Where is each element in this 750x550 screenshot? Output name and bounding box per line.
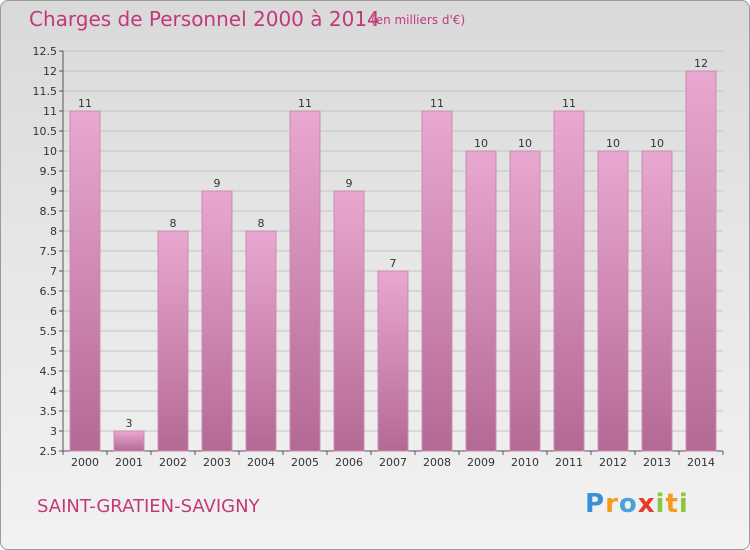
x-tick-label: 2002 <box>159 456 187 469</box>
x-tick-label: 2001 <box>115 456 143 469</box>
y-tick-label: 12.5 <box>33 45 58 58</box>
x-tick-label: 2013 <box>643 456 671 469</box>
value-label: 9 <box>346 177 353 190</box>
bar-2004 <box>245 230 277 452</box>
value-label: 11 <box>430 97 444 110</box>
value-label: 12 <box>694 57 708 70</box>
logo-letter: r <box>605 489 619 519</box>
commune-name: SAINT-GRATIEN-SAVIGNY <box>37 496 260 517</box>
y-tick-label: 5 <box>50 345 57 358</box>
logo-letter: x <box>637 489 656 519</box>
bar-2011 <box>553 110 585 452</box>
value-label: 11 <box>562 97 576 110</box>
value-labels: 11 3 8 9 8 11 9 7 11 10 10 11 10 10 12 <box>78 57 708 430</box>
y-tick-label: 7 <box>50 265 57 278</box>
x-tick-labels: 2000 2001 2002 2003 2004 2005 2006 2007 2008 2009… <box>62 451 724 469</box>
y-tick-label: 12 <box>43 65 57 78</box>
y-tick-labels: 2.5 3 3.5 4 4.5 5 5.5 6 6.5 7 7.5 8 8.5 9 9.5 10 10.5 11 1… <box>33 45 63 458</box>
y-tick-label: 2.5 <box>40 445 58 458</box>
bar-2002 <box>157 230 189 452</box>
y-tick-label: 6.5 <box>40 285 58 298</box>
logo-letter: o <box>618 489 638 519</box>
chart-title: Charges de Personnel 2000 à 2014 <box>29 7 380 31</box>
x-tick-label: 2008 <box>423 456 451 469</box>
x-tick-label: 2000 <box>71 456 99 469</box>
logo-letter: t <box>665 489 679 519</box>
value-label: 8 <box>170 217 177 230</box>
value-label: 11 <box>298 97 312 110</box>
value-label: 9 <box>214 177 221 190</box>
bar-2006 <box>333 190 365 452</box>
x-tick-label: 2005 <box>291 456 319 469</box>
x-tick-label: 2004 <box>247 456 275 469</box>
y-tick-label: 4.5 <box>40 365 58 378</box>
y-tick-label: 8 <box>50 225 57 238</box>
value-label: 10 <box>650 137 664 150</box>
bar-2014 <box>685 70 717 452</box>
x-tick-label: 2012 <box>599 456 627 469</box>
bars <box>69 70 717 452</box>
logo-letter: P <box>585 489 606 519</box>
y-tick-label: 7.5 <box>40 245 58 258</box>
x-tick-label: 2010 <box>511 456 539 469</box>
value-label: 10 <box>474 137 488 150</box>
y-tick-label: 9 <box>50 185 57 198</box>
y-tick-label: 3.5 <box>40 405 58 418</box>
chart-subtitle: (en milliers d'€) <box>371 13 466 27</box>
y-tick-label: 4 <box>50 385 57 398</box>
x-tick-label: 2014 <box>687 456 715 469</box>
value-label: 7 <box>390 257 397 270</box>
bar-2000 <box>69 110 101 452</box>
value-label: 11 <box>78 97 92 110</box>
bar-2012 <box>597 150 629 452</box>
logo-letter: i <box>678 489 689 519</box>
y-tick-label: 11.5 <box>33 85 58 98</box>
x-tick-label: 2003 <box>203 456 231 469</box>
y-tick-label: 6 <box>50 305 57 318</box>
bar-2007 <box>377 270 409 452</box>
bar-2005 <box>289 110 321 452</box>
bar-2013 <box>641 150 673 452</box>
bar-2009 <box>465 150 497 452</box>
logo-letter: i <box>655 489 666 519</box>
value-label: 10 <box>606 137 620 150</box>
x-tick-label: 2007 <box>379 456 407 469</box>
bar-2008 <box>421 110 453 452</box>
y-tick-label: 9.5 <box>40 165 58 178</box>
y-tick-label: 10.5 <box>33 125 58 138</box>
x-tick-label: 2006 <box>335 456 363 469</box>
value-label: 3 <box>126 417 133 430</box>
proxiti-logo[interactable]: Proxiti <box>585 489 689 519</box>
bar-2010 <box>509 150 541 452</box>
value-label: 8 <box>258 217 265 230</box>
y-tick-label: 5.5 <box>40 325 58 338</box>
y-tick-label: 3 <box>50 425 57 438</box>
y-tick-label: 10 <box>43 145 57 158</box>
x-tick-label: 2009 <box>467 456 495 469</box>
y-tick-label: 11 <box>43 105 57 118</box>
bar-2001 <box>113 430 145 452</box>
y-tick-label: 8.5 <box>40 205 58 218</box>
bar-2003 <box>201 190 233 452</box>
value-label: 10 <box>518 137 532 150</box>
x-tick-label: 2011 <box>555 456 583 469</box>
